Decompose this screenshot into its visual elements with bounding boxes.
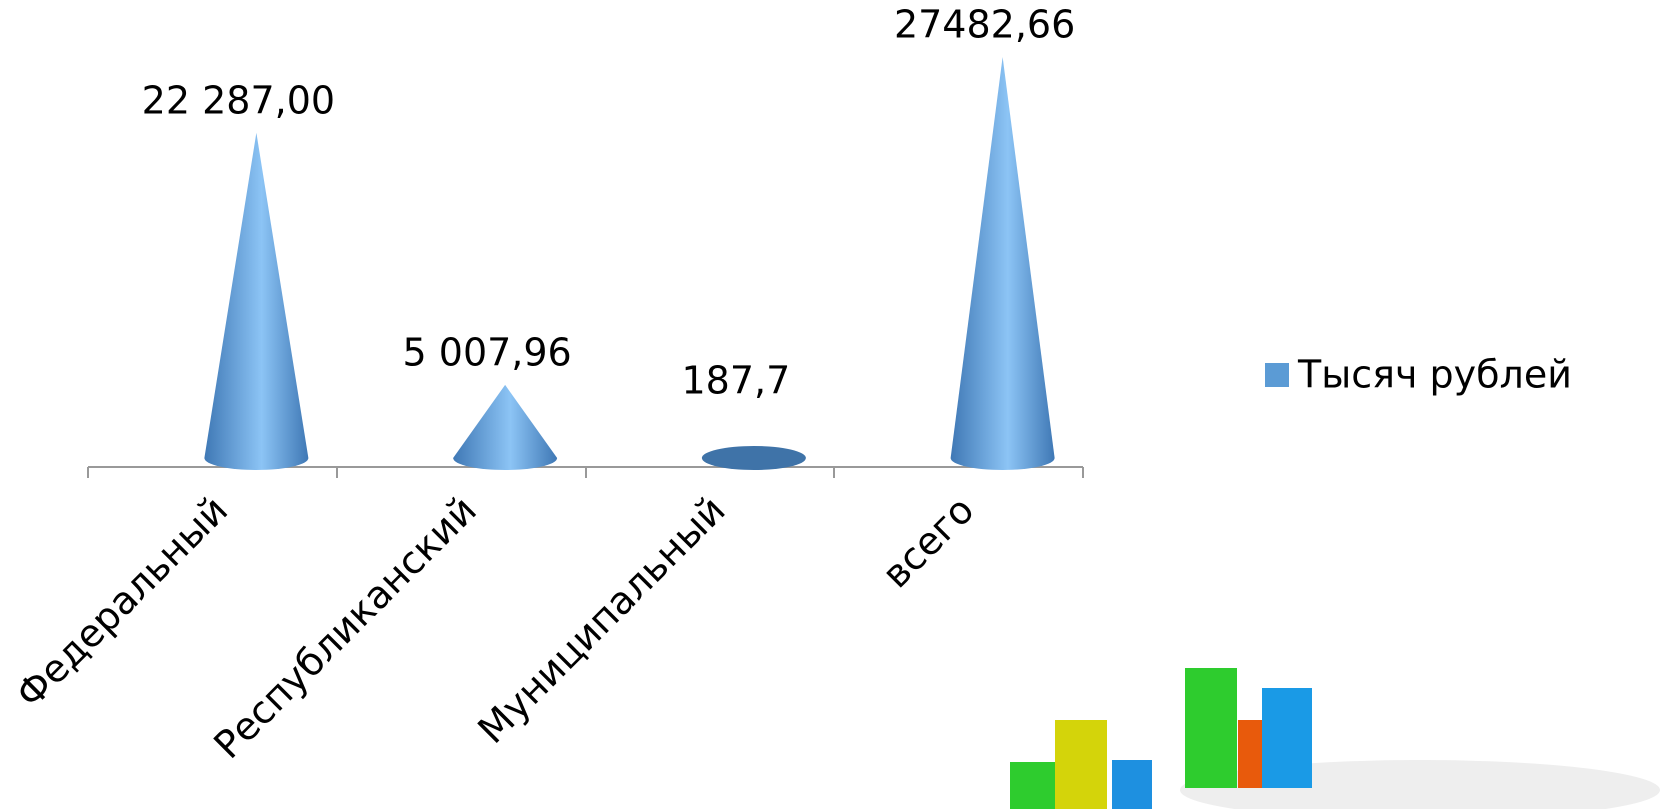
- data-label: 22 287,00: [142, 78, 335, 122]
- x-tick-label: всего: [874, 488, 983, 597]
- decoration: [1010, 668, 1660, 809]
- x-tick-label: Муниципальный: [469, 488, 733, 752]
- cone: [204, 132, 309, 470]
- x-tick-label: Федеральный: [7, 488, 236, 717]
- decoration-bar: [1112, 760, 1152, 809]
- legend-swatch: [1265, 363, 1289, 387]
- decoration-bar: [1262, 688, 1312, 788]
- data-label: 27482,66: [894, 3, 1075, 47]
- cone: [701, 446, 806, 470]
- x-tick-label: Республиканский: [205, 488, 484, 767]
- legend-label: Тысяч рублей: [1297, 353, 1572, 397]
- data-label: 187,7: [681, 359, 790, 403]
- data-label: 5 007,96: [403, 330, 572, 374]
- decoration-bar: [1010, 762, 1055, 809]
- decoration-bar: [1185, 668, 1237, 788]
- cone: [453, 384, 558, 470]
- decoration-bar: [1055, 720, 1107, 809]
- cone: [950, 57, 1055, 470]
